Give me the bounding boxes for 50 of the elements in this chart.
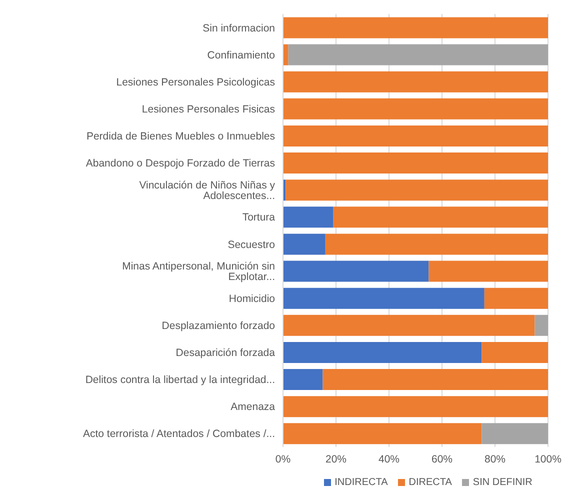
bar xyxy=(325,234,548,255)
y-tick-label: Delitos contra la libertad y la integridad... xyxy=(85,374,275,386)
y-tick-label: Vinculación de Niños Niñas y Adolescentes... xyxy=(139,179,276,202)
y-tick-label: Sin informacion xyxy=(202,22,276,34)
bar xyxy=(482,342,548,363)
y-tick-label: Secuestro xyxy=(228,238,276,251)
bar xyxy=(482,423,548,444)
y-tick-label: Acto terrorista / Atentados / Combates /... xyxy=(82,428,275,440)
bar xyxy=(322,369,548,390)
x-tick-label: 80% xyxy=(484,453,506,466)
legend-label: INDIRECTA xyxy=(334,477,388,488)
bar xyxy=(283,206,334,228)
legend-label: DIRECTA xyxy=(408,477,452,488)
bar xyxy=(283,71,548,92)
bar xyxy=(283,342,482,363)
bar xyxy=(484,288,548,309)
bar xyxy=(283,423,482,444)
bar xyxy=(283,234,326,255)
y-tick-label: Desplazamiento forzado xyxy=(162,320,276,332)
x-tick-label: 60% xyxy=(431,453,453,466)
bar xyxy=(283,17,548,38)
x-tick-label: 20% xyxy=(325,453,347,466)
x-tick-label: 40% xyxy=(378,453,400,466)
legend-label: SIN DEFINIR xyxy=(472,477,532,488)
x-tick-label: 100% xyxy=(534,453,562,466)
bar xyxy=(283,396,548,418)
y-tick-label: Abandono o Despojo Forzado de Tierras xyxy=(86,158,275,170)
y-tick-label: Tortura xyxy=(242,212,276,224)
bar xyxy=(283,314,535,336)
bar xyxy=(283,152,548,174)
bar xyxy=(283,369,323,390)
bar xyxy=(283,98,548,120)
y-tick-label: Lesiones Personales Psicologicas xyxy=(116,76,275,88)
bar xyxy=(283,44,288,66)
bar xyxy=(283,288,484,309)
y-tick-label: Homicidio xyxy=(228,292,276,305)
y-tick-label: Confinamiento xyxy=(207,49,276,62)
bar xyxy=(534,314,548,336)
y-tick-label: Amenaza xyxy=(230,401,276,414)
y-tick-label: Lesiones Personales Fisicas xyxy=(142,103,275,116)
y-tick-label: Desaparición forzada xyxy=(176,347,276,360)
bar xyxy=(283,260,429,282)
x-tick-label: 0% xyxy=(275,453,291,466)
bar xyxy=(286,180,548,201)
y-tick-label: Perdida de Bienes Muebles o Inmuebles xyxy=(86,130,275,143)
bar xyxy=(283,126,548,146)
y-tick-label: Minas Antipersonal, Munición sin Explotar... xyxy=(122,260,276,284)
bar xyxy=(428,260,548,282)
bar xyxy=(333,206,548,228)
bar xyxy=(288,44,548,66)
